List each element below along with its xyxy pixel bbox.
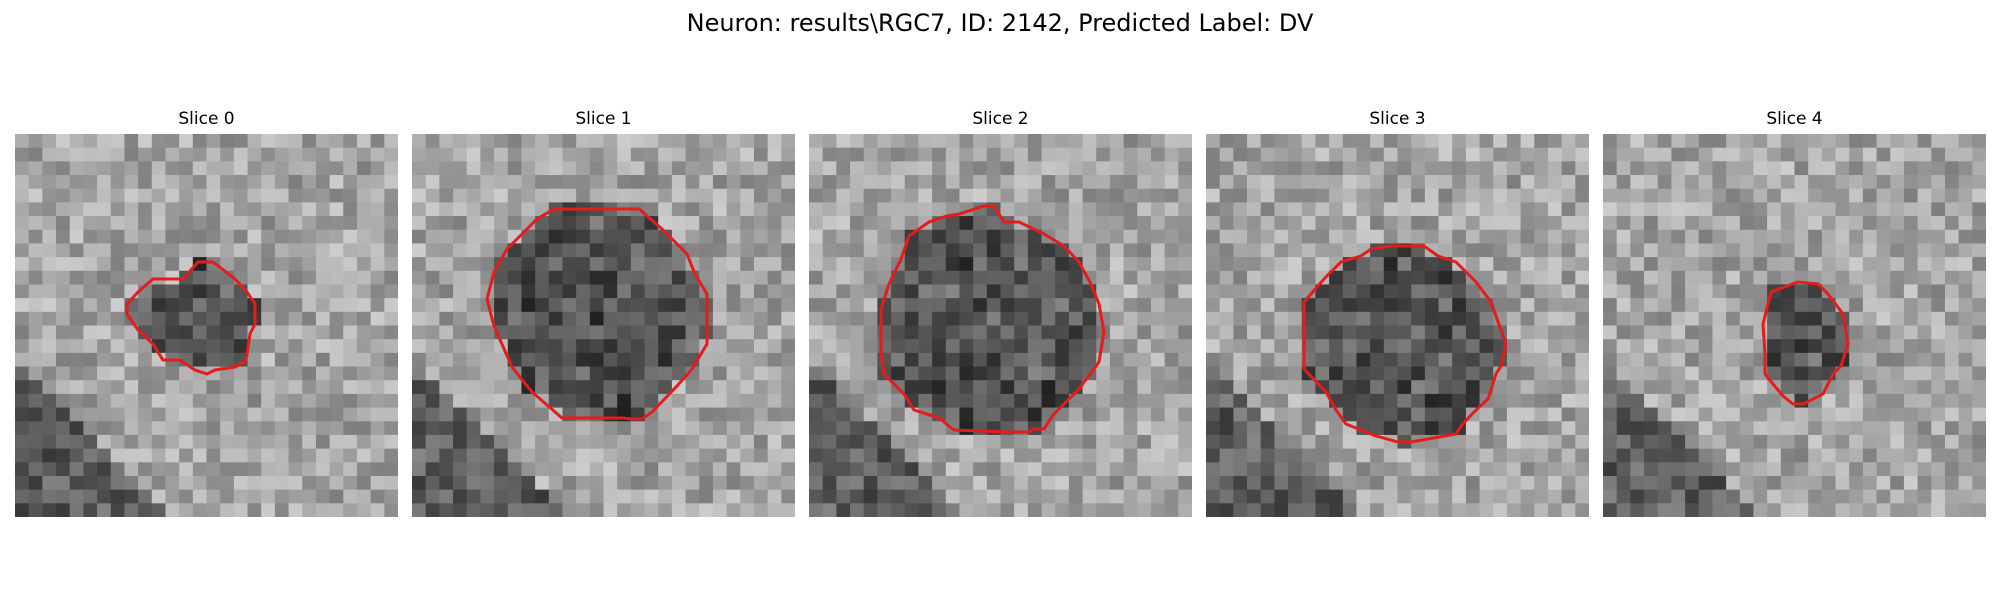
cell-contour-3 bbox=[1302, 244, 1508, 444]
slice-panel-2: Slice 2 bbox=[809, 108, 1192, 517]
slice-title-4: Slice 4 bbox=[1766, 109, 1823, 129]
slice-panel-4: Slice 4 bbox=[1603, 108, 1986, 517]
figure-title: Neuron: results\RGC7, ID: 2142, Predicte… bbox=[686, 9, 1314, 37]
slice-panel-3: Slice 3 bbox=[1206, 108, 1589, 517]
slice-panel-1: Slice 1 bbox=[412, 108, 795, 517]
slice-title-0: Slice 0 bbox=[178, 109, 235, 129]
slice-title-2: Slice 2 bbox=[972, 109, 1029, 129]
slice-image-2 bbox=[809, 134, 1192, 517]
slice-title-1: Slice 1 bbox=[575, 109, 632, 129]
slice-image-1 bbox=[412, 134, 795, 517]
cell-contour-4 bbox=[1761, 280, 1850, 406]
cell-contour-0 bbox=[125, 260, 257, 376]
cell-contour-2 bbox=[879, 204, 1106, 434]
slice-image-0 bbox=[15, 134, 398, 517]
slice-title-3: Slice 3 bbox=[1369, 109, 1426, 129]
slice-panel-0: Slice 0 bbox=[15, 108, 398, 517]
slice-image-4 bbox=[1603, 134, 1986, 517]
slice-image-3 bbox=[1206, 134, 1589, 517]
cell-contour-1 bbox=[485, 207, 709, 421]
